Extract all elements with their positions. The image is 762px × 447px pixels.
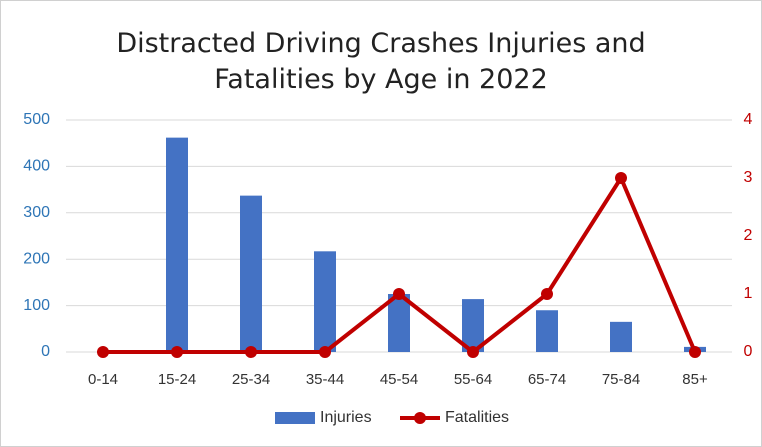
y2-tick-label: 1: [744, 285, 753, 302]
y-tick-label: 400: [23, 158, 50, 175]
bar: [314, 251, 336, 352]
y-tick-label: 500: [23, 111, 50, 128]
y-tick-label: 100: [23, 297, 50, 314]
bar: [166, 137, 188, 352]
y2-tick-label: 3: [744, 169, 753, 186]
bar: [610, 321, 632, 352]
x-tick-label: 65-74: [528, 371, 566, 388]
x-tick-label: 0-14: [88, 371, 118, 388]
marker: [319, 346, 331, 358]
marker: [171, 346, 183, 358]
bar: [462, 299, 484, 352]
bar: [536, 310, 558, 352]
chart-title: Distracted Driving Crashes Injuries and …: [116, 28, 646, 95]
x-tick-label: 25-34: [232, 371, 270, 388]
marker: [615, 172, 627, 184]
marker: [689, 346, 701, 358]
x-tick-label: 55-64: [454, 371, 492, 388]
marker: [467, 346, 479, 358]
x-tick-label: 75-84: [602, 371, 640, 388]
y-tick-label: 300: [23, 204, 50, 221]
y-tick-label: 200: [23, 250, 50, 267]
x-tick-label: 85+: [682, 371, 708, 388]
bar: [388, 294, 410, 352]
legend-marker: [414, 412, 426, 424]
y2-tick-label: 2: [744, 227, 753, 244]
marker: [245, 346, 257, 358]
x-tick-label: 15-24: [158, 371, 196, 388]
marker: [541, 288, 553, 300]
marker: [393, 288, 405, 300]
y2-tick-label: 0: [744, 343, 753, 360]
legend-swatch: [275, 412, 315, 424]
y2-tick-label: 4: [744, 111, 753, 128]
x-tick-label: 45-54: [380, 371, 418, 388]
legend-label: Fatalities: [445, 409, 509, 426]
legend-label: Injuries: [320, 409, 372, 426]
marker: [97, 346, 109, 358]
x-tick-label: 35-44: [306, 371, 344, 388]
bar: [240, 195, 262, 352]
y-tick-label: 0: [41, 343, 50, 360]
